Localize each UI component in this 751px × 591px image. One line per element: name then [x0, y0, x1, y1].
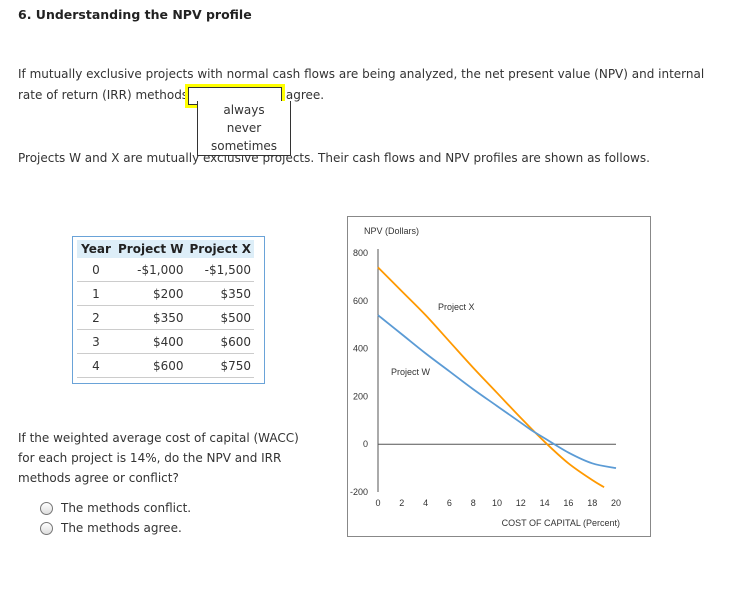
y-tick-label: 400: [353, 344, 368, 354]
question-1-text: If mutually exclusive projects with norm…: [18, 67, 705, 102]
table-row: 3 $400 $600: [77, 329, 254, 354]
x-axis-label: COST OF CAPITAL (Percent): [502, 518, 620, 528]
intro-text: Projects W and X are mutually exclusive …: [18, 151, 650, 165]
radio-conflict[interactable]: The methods conflict.: [40, 501, 191, 515]
x-tick-label: 2: [399, 498, 404, 508]
question-2: If the weighted average cost of capital …: [18, 431, 299, 485]
x-tick-label: 14: [540, 498, 550, 508]
table-cell: -$1,000: [115, 258, 187, 282]
question-1: If mutually exclusive projects with norm…: [18, 64, 728, 108]
table-row: 1 $200 $350: [77, 281, 254, 306]
radio-button[interactable]: [40, 501, 53, 515]
radio-label: The methods conflict.: [61, 501, 192, 515]
radio-button[interactable]: [40, 521, 53, 535]
table-cell: $350: [115, 305, 187, 330]
series-line-project-w: [377, 314, 617, 469]
x-tick-label: 18: [587, 498, 597, 508]
header-project-w: Project W: [115, 240, 187, 258]
cash-flow-table: Year Project W Project X 0 -$1,000 -$1,500 1 $…: [72, 236, 265, 384]
table-cell: -$1,500: [186, 258, 254, 282]
table-row: 2 $350 $500: [77, 305, 254, 330]
x-tick-label: 8: [471, 498, 476, 508]
table-cell: $600: [186, 329, 254, 354]
y-axis-label: NPV (Dollars): [364, 226, 419, 236]
table-cell: $600: [115, 353, 187, 378]
dropdown-options: always never sometimes: [197, 101, 291, 156]
table-cell: $200: [115, 281, 187, 306]
y-tick-label: 0: [363, 439, 368, 449]
series-line-project-x: [377, 266, 605, 488]
series-label-project-x: Project X: [438, 302, 475, 312]
table-cell: 0: [77, 258, 115, 282]
option-never[interactable]: never: [226, 121, 262, 135]
table-cell: $400: [115, 329, 187, 354]
table-row: 4 $600 $750: [77, 353, 254, 378]
header-year: Year: [77, 240, 115, 258]
y-tick-label: 200: [353, 391, 368, 401]
table-cell: $350: [186, 281, 254, 306]
table-cell: $500: [186, 305, 254, 330]
option-always[interactable]: always: [223, 103, 265, 117]
x-tick-label: 0: [375, 498, 380, 508]
x-tick-label: 20: [611, 498, 621, 508]
table-cell: 4: [77, 353, 115, 378]
x-tick-label: 6: [447, 498, 452, 508]
table-cell: $750: [186, 353, 254, 378]
x-tick-label: 12: [516, 498, 526, 508]
table-cell: 3: [77, 329, 115, 354]
x-tick-label: 16: [563, 498, 573, 508]
question-title: 6. Understanding the NPV profile: [18, 7, 252, 22]
x-tick-label: 4: [423, 498, 428, 508]
y-tick-label: -200: [350, 487, 368, 497]
radio-label: The methods agree.: [61, 521, 182, 535]
series-label-project-w: Project W: [391, 367, 431, 377]
npv-profile-chart: NPV (Dollars) COST OF CAPITAL (Percent) 80…: [347, 216, 651, 537]
header-project-x: Project X: [186, 240, 254, 258]
table-cell: 1: [77, 281, 115, 306]
y-tick-label: 800: [353, 248, 368, 258]
y-tick-label: 600: [353, 296, 368, 306]
option-sometimes[interactable]: sometimes: [210, 139, 278, 153]
radio-agree[interactable]: The methods agree.: [40, 521, 182, 535]
question-1-suffix: agree.: [285, 88, 325, 102]
table-row: 0 -$1,000 -$1,500: [77, 258, 254, 282]
table-cell: 2: [77, 305, 115, 330]
x-tick-label: 10: [492, 498, 502, 508]
